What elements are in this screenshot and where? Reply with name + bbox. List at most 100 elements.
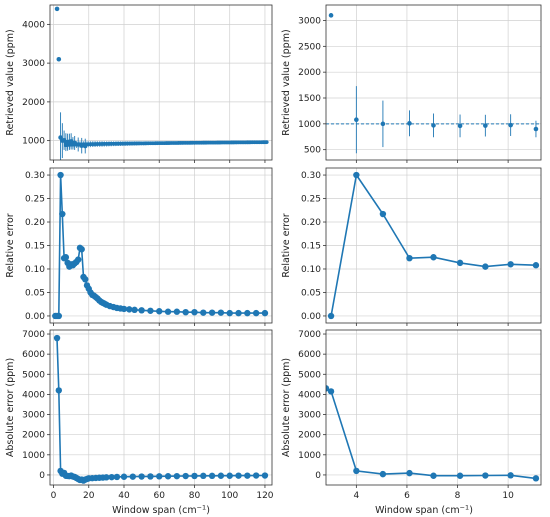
data-point <box>431 123 436 128</box>
data-point <box>226 472 233 479</box>
y-tick-label: 0.00 <box>301 312 321 322</box>
data-point <box>235 472 242 479</box>
data-point <box>353 467 360 475</box>
data-point <box>430 254 437 261</box>
data-point <box>200 472 207 480</box>
data-point <box>252 472 260 479</box>
y-tick-label: 1000 <box>22 137 45 147</box>
y-tick-label: 1500 <box>298 94 321 104</box>
data-point <box>235 309 242 317</box>
data-point <box>456 259 464 267</box>
y-axis-label: Retrieved value (ppm) <box>281 29 292 135</box>
x-tick-label: 8 <box>455 491 461 501</box>
xlabel-left: Window span (cm−1) <box>112 504 210 517</box>
y-tick-label: 3000 <box>22 411 45 421</box>
panel-bottom-right: 4 6 8 10 0 1000 2000 3000 4000 5000 6000 7000 Absolu… <box>281 329 542 501</box>
series-line <box>326 387 536 480</box>
y-tick-label: 4000 <box>22 20 45 30</box>
axes-frame <box>49 4 273 161</box>
data-point <box>430 472 437 479</box>
x-tick-label: 120 <box>256 491 273 501</box>
data-point <box>252 309 260 317</box>
data-point <box>182 308 189 316</box>
data-point <box>173 308 181 315</box>
xlabel-left-close: ) <box>206 505 210 516</box>
data-point <box>327 388 335 395</box>
y-tick-label: 7000 <box>22 330 45 340</box>
data-point <box>108 473 115 481</box>
data-point <box>126 306 133 313</box>
data-point <box>264 140 269 145</box>
data-point <box>72 140 77 146</box>
data-point <box>156 308 163 315</box>
data-point <box>173 472 181 480</box>
xlabel-right: Window span (cm−1) <box>375 504 473 517</box>
y-tick-label: 0.20 <box>25 218 45 228</box>
data-point <box>508 122 513 128</box>
data-point <box>406 469 413 477</box>
xlabel-right-sup: −1 <box>460 504 470 512</box>
data-point <box>56 56 62 62</box>
data-point <box>191 308 198 316</box>
axes-frame <box>49 329 273 486</box>
data-point <box>208 472 216 480</box>
axes-frame <box>325 167 542 324</box>
data-point <box>78 246 85 253</box>
plot-area <box>326 13 541 154</box>
y-tick-label: 0.30 <box>25 171 45 181</box>
y-tick-label: 0.15 <box>25 242 45 252</box>
data-point <box>113 473 121 481</box>
y-tick-label: 0.25 <box>301 195 321 205</box>
y-tick-label: 0.20 <box>301 218 321 228</box>
data-point <box>138 473 145 480</box>
x-tick-label: 0 <box>51 491 57 501</box>
y-tick-label: 6000 <box>22 350 45 360</box>
y-tick-label: 4000 <box>298 390 321 400</box>
data-point <box>226 309 233 317</box>
y-tick-label: 0.00 <box>25 312 45 322</box>
x-tick-label: 10 <box>502 491 514 501</box>
y-axis-label: Absolute error (ppm) <box>5 358 16 457</box>
data-point <box>131 306 138 314</box>
data-point <box>156 473 163 480</box>
data-point <box>82 143 88 149</box>
y-tick-label: 2000 <box>22 431 45 441</box>
y-tick-label: 7000 <box>298 330 321 340</box>
data-point <box>164 473 172 480</box>
plot-area <box>53 334 269 484</box>
data-point <box>353 171 360 179</box>
y-axis-label: Relative error <box>5 213 16 277</box>
data-point <box>507 261 514 268</box>
data-point <box>244 309 251 317</box>
y-tick-label: 500 <box>304 146 321 156</box>
y-tick-label: 5000 <box>298 370 321 380</box>
data-point <box>217 309 225 316</box>
axes-frame <box>325 329 542 486</box>
xlabel-right-close: ) <box>469 505 473 516</box>
x-tick-label: 20 <box>83 491 95 501</box>
y-tick-label: 6000 <box>298 350 321 360</box>
data-point <box>532 262 540 269</box>
plot-area <box>52 171 269 320</box>
data-point <box>483 123 488 128</box>
data-point <box>120 305 128 313</box>
data-point <box>74 256 82 263</box>
data-point <box>456 472 464 479</box>
data-point <box>79 143 85 148</box>
data-point <box>75 142 81 147</box>
data-point <box>164 308 172 315</box>
y-tick-label: 1000 <box>298 451 321 461</box>
x-tick-label: 60 <box>154 491 166 501</box>
x-tick-label: 40 <box>118 491 130 501</box>
panel-top-left: 1000 2000 3000 4000 Retrieved value (ppm) <box>5 4 273 163</box>
y-tick-label: 0.30 <box>301 171 321 181</box>
x-tick-label: 6 <box>404 491 410 501</box>
plot-area <box>327 171 540 320</box>
data-point <box>354 117 359 122</box>
y-tick-label: 2000 <box>298 431 321 441</box>
data-point <box>55 312 63 320</box>
series-line <box>56 338 265 482</box>
data-point <box>532 475 540 482</box>
y-tick-label: 0.25 <box>25 195 45 205</box>
